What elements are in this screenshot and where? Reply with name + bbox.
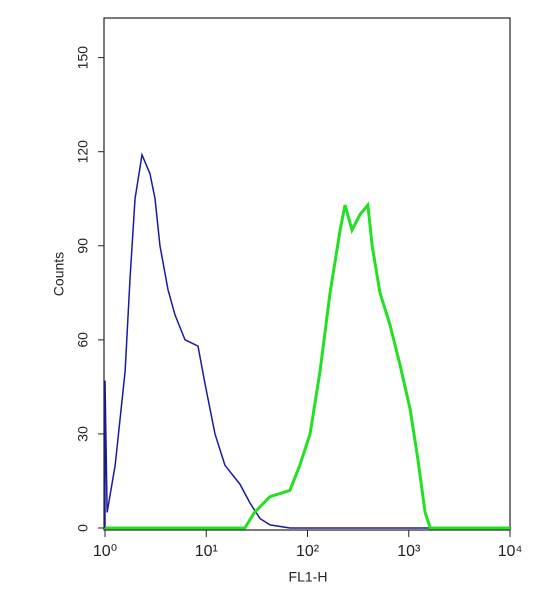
- y-tick-label: 0: [75, 524, 91, 532]
- x-tick-label: 10⁴: [498, 543, 523, 560]
- x-axis-label: FL1-H: [289, 569, 328, 585]
- y-axis-label: Counts: [51, 252, 67, 296]
- x-tick-label: 10²: [296, 543, 320, 560]
- series-line: [105, 201, 510, 530]
- x-tick-label: 10¹: [195, 543, 218, 560]
- y-tick-label: 150: [75, 46, 91, 70]
- x-tick-label: 10³: [397, 543, 421, 560]
- x-tick-label: 10⁰: [93, 543, 117, 560]
- y-tick-label: 120: [75, 140, 91, 164]
- y-tick-label: 30: [75, 426, 91, 442]
- y-tick-label: 60: [75, 332, 91, 348]
- y-tick-label: 90: [75, 238, 91, 254]
- series-line: [104, 152, 510, 529]
